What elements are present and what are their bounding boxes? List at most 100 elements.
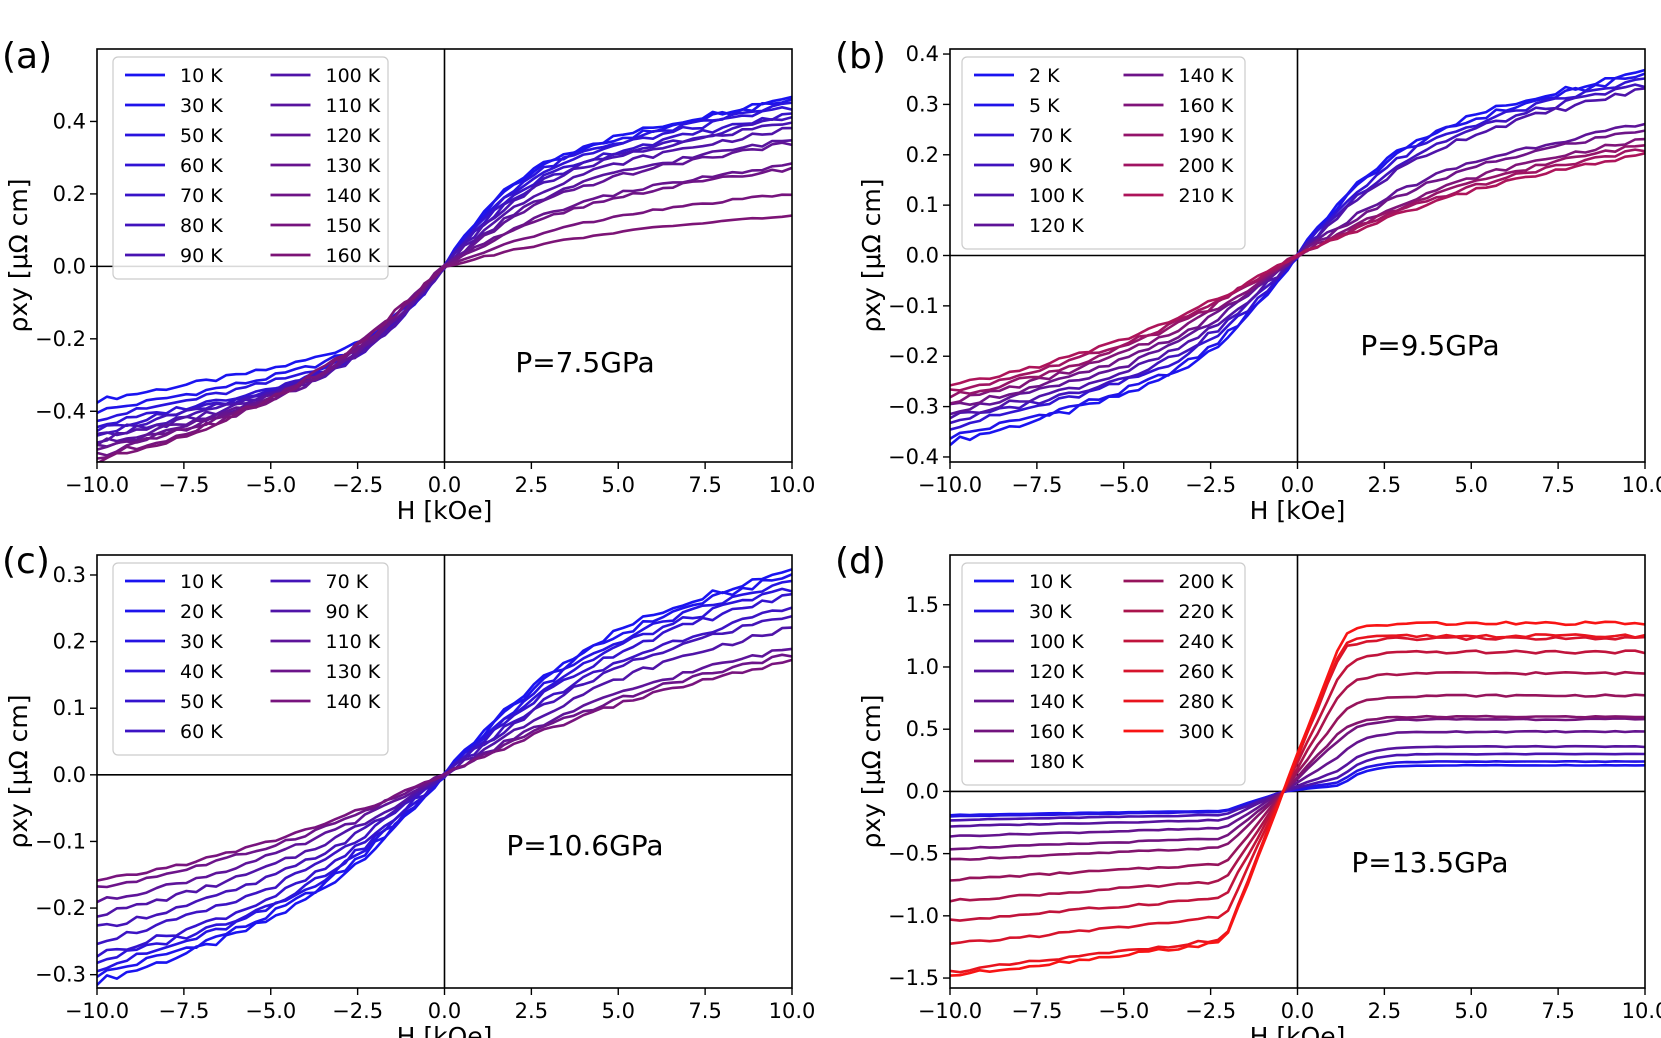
x-tick-label: 2.5	[1368, 473, 1401, 497]
series-line	[97, 658, 792, 882]
y-tick-label: −0.4	[888, 445, 939, 469]
y-tick-label: −1.5	[888, 966, 939, 990]
y-tick-label: 0.0	[53, 254, 86, 278]
y-axis-label: ρxy [μΩ cm]	[857, 695, 886, 849]
y-axis-label: ρxy [μΩ cm]	[857, 179, 886, 333]
legend-label: 20 K	[180, 601, 223, 623]
y-tick-label: 0.2	[906, 143, 939, 167]
series-group	[97, 95, 792, 462]
legend-label: 210 K	[1179, 185, 1234, 207]
legend-label: 120 K	[1029, 215, 1084, 237]
legend-label: 140 K	[326, 691, 381, 713]
y-tick-label: −0.2	[35, 896, 86, 920]
y-tick-label: 0.1	[53, 696, 86, 720]
y-tick-label: −0.3	[35, 963, 86, 987]
legend-box	[961, 56, 1246, 250]
x-tick-label: −2.5	[332, 999, 383, 1023]
series-line	[950, 752, 1645, 822]
series-line	[950, 670, 1645, 903]
series-line	[950, 649, 1645, 922]
legend-label: 80 K	[180, 215, 223, 237]
x-tick-label: −10.0	[65, 473, 129, 497]
legend-label: 70 K	[180, 185, 223, 207]
series-group	[97, 568, 792, 986]
x-axis-label: H [kOe]	[1250, 496, 1346, 525]
x-tick-label: −7.5	[1011, 999, 1062, 1023]
panel-2: −10.0 −7.5 −5.0 −2.5 0.0 2.5 5.0 7.5 10.0 −0.4 −0.…	[835, 36, 1661, 525]
y-tick-label: 0.2	[53, 182, 86, 206]
y-tick-label: −0.1	[35, 829, 86, 853]
x-tick-label: 5.0	[1455, 999, 1488, 1023]
legend-label: 70 K	[1029, 125, 1072, 147]
pressure-annotation: P=9.5GPa	[1360, 329, 1499, 362]
x-tick-label: 0.0	[1281, 999, 1314, 1023]
legend-label: 90 K	[180, 245, 223, 267]
legend-box	[961, 562, 1246, 786]
series-group	[950, 68, 1645, 447]
x-tick-label: 7.5	[1541, 999, 1574, 1023]
legend-label: 130 K	[326, 661, 381, 683]
x-tick-label: 7.5	[1541, 473, 1574, 497]
y-tick-label: 1.0	[906, 655, 939, 679]
legend-label: 100 K	[326, 65, 381, 87]
legend-label: 140 K	[326, 185, 381, 207]
y-tick-label: 0.4	[906, 42, 939, 66]
y-tick-label: −0.2	[35, 327, 86, 351]
legend-label: 30 K	[1029, 601, 1072, 623]
legend-label: 220 K	[1179, 601, 1234, 623]
x-tick-label: 5.0	[602, 473, 635, 497]
y-tick-label: 0.0	[53, 763, 86, 787]
x-tick-label: −7.5	[1011, 473, 1062, 497]
y-tick-label: −0.3	[888, 395, 939, 419]
legend-box	[112, 562, 389, 756]
legend-label: 160 K	[326, 245, 381, 267]
y-tick-label: −0.1	[888, 294, 939, 318]
y-axis-label: ρxy [μΩ cm]	[4, 179, 33, 333]
legend-label: 150 K	[326, 215, 381, 237]
x-tick-label: −5.0	[245, 473, 296, 497]
x-tick-label: 10.0	[769, 999, 816, 1023]
panel-1: −10.0 −7.5 −5.0 −2.5 0.0 2.5 5.0 7.5 10.0 −0.4 −0.…	[2, 36, 815, 525]
series-line	[950, 693, 1645, 882]
x-tick-label: −2.5	[1185, 999, 1236, 1023]
x-axis-label: H [kOe]	[397, 496, 493, 525]
y-tick-label: −1.0	[888, 904, 939, 928]
legend-label: 200 K	[1179, 571, 1234, 593]
x-tick-label: 2.5	[515, 473, 548, 497]
panel-tag: (a)	[2, 36, 52, 77]
x-tick-label: 5.0	[1455, 473, 1488, 497]
legend-label: 110 K	[326, 95, 381, 117]
x-tick-label: 7.5	[688, 999, 721, 1023]
series-line	[950, 620, 1645, 977]
legend-label: 5 K	[1029, 95, 1060, 117]
x-tick-label: 5.0	[602, 999, 635, 1023]
legend-label: 10 K	[1029, 571, 1072, 593]
series-line	[97, 193, 792, 460]
y-tick-label: 0.0	[906, 779, 939, 803]
series-line	[950, 633, 1645, 974]
x-tick-label: −5.0	[245, 999, 296, 1023]
series-line	[950, 760, 1645, 818]
x-tick-label: −2.5	[1185, 473, 1236, 497]
legend-box	[112, 56, 389, 280]
legend-label: 160 K	[1029, 721, 1084, 743]
x-tick-label: 2.5	[515, 999, 548, 1023]
legend-label: 120 K	[1029, 661, 1084, 683]
legend-label: 190 K	[1179, 125, 1234, 147]
x-tick-label: 0.0	[428, 473, 461, 497]
legend-label: 100 K	[1029, 185, 1084, 207]
legend-label: 90 K	[326, 601, 369, 623]
legend-label: 30 K	[180, 95, 223, 117]
legend-label: 280 K	[1179, 691, 1234, 713]
pressure-annotation: P=10.6GPa	[506, 829, 663, 862]
panel-tag: (d)	[835, 541, 886, 582]
legend-label: 130 K	[326, 155, 381, 177]
panel-tag: (c)	[2, 541, 50, 582]
legend-label: 90 K	[1029, 155, 1072, 177]
legend-label: 10 K	[180, 571, 223, 593]
x-tick-label: −10.0	[918, 473, 982, 497]
legend-label: 240 K	[1179, 631, 1234, 653]
series-line	[950, 744, 1645, 828]
x-tick-label: −2.5	[332, 473, 383, 497]
series-line	[97, 647, 792, 904]
